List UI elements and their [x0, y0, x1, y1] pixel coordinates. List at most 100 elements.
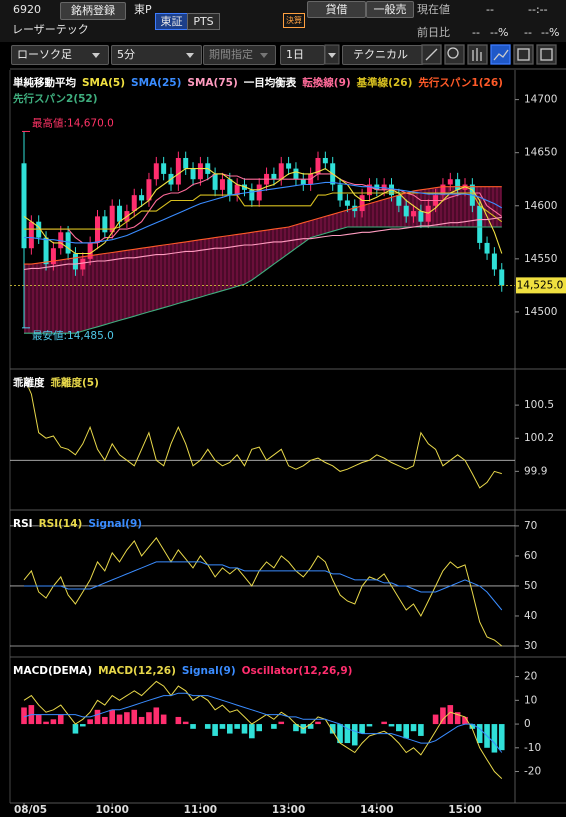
- candle-body: [366, 184, 372, 196]
- legend-item: 乖離度(5): [50, 377, 99, 389]
- oscillator-bar: [219, 724, 226, 729]
- button[interactable]: 貸借: [307, 1, 366, 18]
- x-tick-label: 14:00: [360, 804, 393, 816]
- candle-body: [418, 211, 424, 222]
- legend-item: 乖離度: [13, 377, 45, 389]
- legend-item: SMA(75): [187, 77, 238, 89]
- candle-body: [256, 184, 262, 201]
- series-line: [24, 181, 503, 244]
- series-line: [24, 186, 502, 265]
- oscillator-bar: [116, 714, 123, 725]
- oscillator-bar: [329, 724, 336, 734]
- oscillator-bar: [109, 709, 115, 725]
- dropdown[interactable]: 5分: [111, 45, 202, 65]
- oscillator-bar: [146, 712, 152, 725]
- candle-body: [109, 205, 115, 233]
- y-tick-label: 40: [524, 610, 537, 622]
- oscillator-bar: [43, 721, 49, 725]
- candle-body: [411, 211, 417, 217]
- arrow: [92, 53, 100, 58]
- series-line: [23, 537, 503, 647]
- legend-item: SMA(25): [131, 77, 182, 89]
- y-tick-label: 99.9: [524, 465, 547, 477]
- register-button[interactable]: 銘柄登録: [60, 2, 126, 20]
- legend-item: 先行スパン1(26): [418, 77, 503, 89]
- dropdown[interactable]: テクニカル: [342, 45, 424, 65]
- x-tick-label: 13:00: [272, 804, 305, 816]
- candle-body: [183, 157, 189, 169]
- oscillator-bar: [256, 724, 262, 732]
- oscillator-bar: [447, 705, 454, 725]
- button[interactable]: 一般売: [366, 1, 414, 18]
- stock-code: 6920: [13, 3, 41, 16]
- candle-body: [249, 189, 255, 201]
- candle-body: [139, 195, 145, 201]
- oscillator-bar: [138, 716, 145, 725]
- candle-body: [359, 195, 365, 212]
- tab[interactable]: PTS: [187, 13, 220, 30]
- oscillator-bar: [241, 724, 248, 734]
- oscillator-bar: [124, 712, 130, 725]
- badge[interactable]: 決算: [283, 13, 305, 28]
- oscillator-bar: [190, 724, 196, 729]
- market: 東P: [134, 3, 152, 16]
- layout-icon: [540, 48, 553, 61]
- candle-body: [28, 221, 34, 249]
- change-pct: --%: [541, 26, 560, 39]
- candle-body: [484, 242, 490, 254]
- x-tick-label: 08/05: [14, 804, 47, 816]
- candle-body: [315, 157, 321, 174]
- candle-body: [219, 179, 225, 190]
- pencil-icon: [425, 48, 438, 61]
- oscillator-bar: [21, 707, 27, 725]
- oscillator-bar: [234, 724, 240, 729]
- legend-item: 単純移動平均: [13, 77, 76, 89]
- oscillator-bar: [182, 721, 189, 725]
- oscillator-bar: [249, 724, 255, 739]
- price-label: 現在値: [417, 3, 450, 16]
- legend: RSI RSI(14) Signal(9): [13, 516, 513, 532]
- series-line: [23, 377, 502, 489]
- y-tick-label: -10: [524, 742, 541, 754]
- y-tick-label: -20: [524, 766, 541, 778]
- candle-body: [65, 232, 71, 254]
- y-tick-label: 14600: [524, 200, 557, 212]
- y-tick-label: 14500: [524, 306, 557, 318]
- oscillator-bar: [359, 724, 365, 734]
- candle-body: [344, 200, 350, 206]
- x-tick-label: 15:00: [448, 804, 481, 816]
- candle-body: [161, 163, 167, 174]
- dropdown[interactable]: ローソク足: [11, 45, 109, 65]
- candle-body: [212, 173, 218, 190]
- oscillator-bar: [315, 721, 321, 725]
- series-line: [24, 561, 503, 611]
- y-tick-label: 10: [524, 694, 537, 706]
- legend: 乖離度 乖離度(5): [13, 375, 513, 391]
- oscillator-bar: [57, 714, 64, 725]
- legend-item: MACD(12,26): [98, 665, 176, 677]
- dropdown[interactable]: 期間指定: [203, 45, 276, 65]
- search-icon: [447, 47, 459, 59]
- icon-button[interactable]: [536, 44, 557, 65]
- candle-body: [271, 173, 277, 180]
- series-line: [23, 167, 503, 255]
- candle-body: [278, 163, 284, 180]
- icon-button[interactable]: [513, 44, 534, 65]
- series-line: [24, 173, 503, 244]
- legend-item: 基準線(26): [356, 77, 413, 89]
- oscillator-bar: [476, 724, 483, 744]
- series-line: [23, 680, 503, 779]
- line-icon: [493, 49, 509, 61]
- oscillator-bar: [102, 716, 108, 725]
- y-tick-label: 50: [524, 580, 537, 592]
- candle-body: [396, 195, 402, 206]
- oscillator-bar: [204, 724, 211, 729]
- oscillator-bar: [469, 724, 476, 729]
- dropdown[interactable]: 1日: [280, 45, 325, 65]
- oscillator-bar: [50, 719, 57, 725]
- oscillator-bar: [94, 709, 101, 725]
- oscillator-bar: [87, 719, 93, 725]
- candle-body: [102, 216, 108, 233]
